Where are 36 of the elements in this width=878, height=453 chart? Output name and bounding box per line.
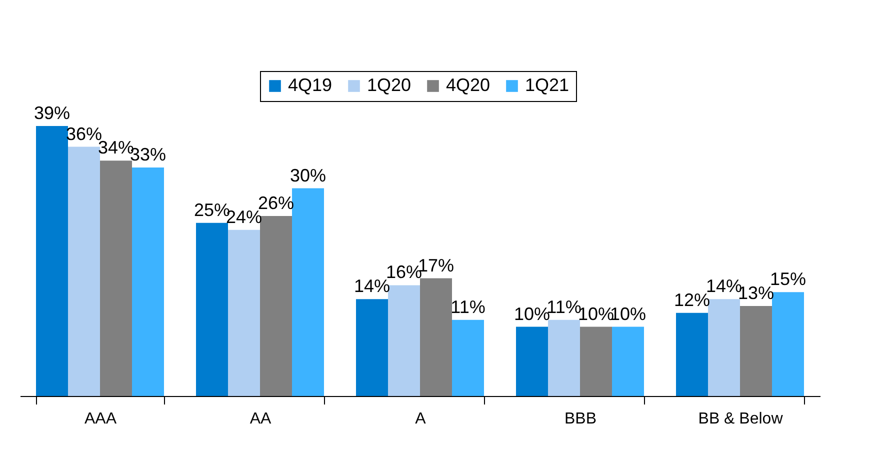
bar: [452, 320, 484, 396]
bar: [548, 320, 580, 396]
bar: [420, 278, 452, 396]
data-label: 14%: [354, 276, 390, 296]
legend-label: 1Q20: [367, 75, 412, 95]
legend-label: 4Q20: [446, 75, 490, 95]
data-label: 11%: [450, 296, 486, 317]
data-label: 30%: [290, 165, 326, 186]
data-label: 15%: [770, 269, 806, 290]
bar: [132, 168, 164, 396]
bar: [580, 326, 612, 396]
data-label: 39%: [34, 103, 70, 123]
bar: [772, 292, 804, 396]
bar: [292, 188, 324, 396]
bar: [196, 222, 228, 396]
bar: [36, 126, 68, 396]
bar: [100, 160, 132, 396]
bar: [740, 306, 772, 396]
bar: [612, 326, 644, 396]
x-tick-label: AA: [250, 410, 272, 428]
data-label: 10%: [610, 304, 646, 324]
x-tick-label: BB & Below: [698, 410, 784, 428]
bar: [260, 216, 292, 396]
bar: [516, 326, 548, 396]
x-tick-label: BBB: [564, 410, 597, 428]
bar: [356, 299, 388, 396]
x-tick-label: A: [415, 410, 426, 428]
x-tick-label: AAA: [84, 410, 117, 428]
bar: [228, 230, 260, 396]
legend-label: 4Q19: [288, 75, 332, 95]
data-label: 12%: [674, 290, 710, 310]
bar: [708, 299, 740, 396]
bar: [68, 146, 100, 396]
legend-label: 1Q21: [525, 75, 570, 95]
bar: [676, 312, 708, 396]
bar: [388, 285, 420, 396]
